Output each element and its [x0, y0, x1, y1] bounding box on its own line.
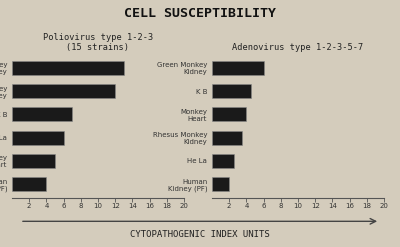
Bar — [212, 131, 242, 144]
Bar — [212, 177, 229, 191]
Bar — [12, 84, 115, 98]
Text: CELL SUSCEPTIBILITY: CELL SUSCEPTIBILITY — [124, 7, 276, 21]
Bar — [212, 61, 264, 75]
Bar — [212, 154, 234, 168]
Text: CYTOPATHOGENIC INDEX UNITS: CYTOPATHOGENIC INDEX UNITS — [130, 230, 270, 239]
Bar — [12, 154, 55, 168]
Title: Poliovirus type 1-2-3
(15 strains): Poliovirus type 1-2-3 (15 strains) — [43, 33, 153, 52]
Bar — [12, 61, 124, 75]
Bar — [12, 177, 46, 191]
Title: Adenovirus type 1-2-3-5-7: Adenovirus type 1-2-3-5-7 — [232, 43, 364, 52]
Bar — [12, 107, 72, 121]
Bar — [12, 131, 64, 144]
Bar — [212, 84, 251, 98]
Bar — [212, 107, 246, 121]
